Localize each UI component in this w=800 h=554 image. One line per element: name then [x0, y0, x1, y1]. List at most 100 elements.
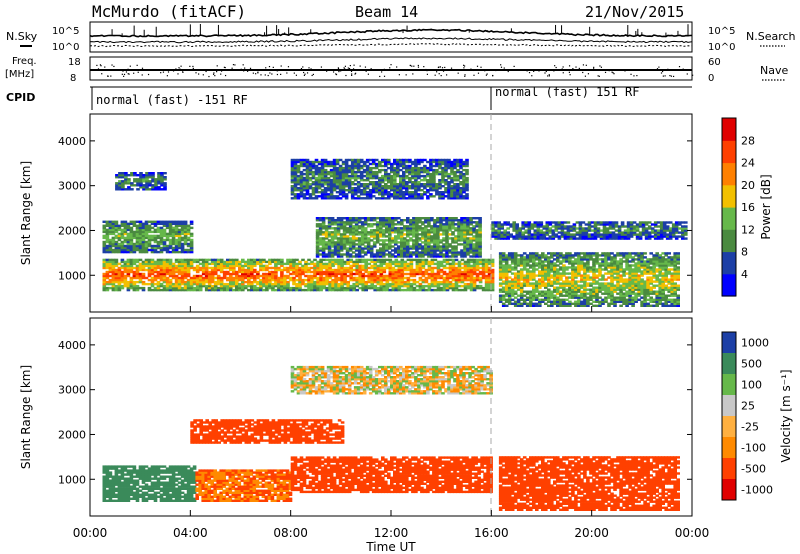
heatmap-cell: [290, 166, 295, 170]
heatmap-cell: [379, 249, 383, 252]
heatmap-cell: [396, 183, 400, 186]
heatmap-cell: [507, 268, 512, 271]
heatmap-cell: [213, 286, 218, 290]
heatmap-cell: [129, 280, 134, 284]
heatmap-cell: [556, 292, 560, 295]
heatmap-cell: [562, 274, 566, 277]
heatmap-cell: [456, 160, 460, 164]
heatmap-cell: [354, 247, 359, 250]
heatmap-cell: [453, 170, 457, 174]
heatmap-cell: [347, 168, 352, 172]
heatmap-cell: [313, 274, 317, 278]
heatmap-cell: [315, 235, 320, 238]
heatmap-cell: [142, 176, 146, 179]
heatmap-cell: [277, 268, 281, 272]
nave-dot: [338, 70, 340, 73]
heatmap-cell: [430, 274, 435, 278]
heatmap-cell: [427, 282, 432, 286]
heatmap-cell: [472, 255, 476, 258]
heatmap-cell: [571, 274, 575, 277]
nave-dot: [232, 64, 235, 66]
heatmap-cell: [421, 255, 425, 258]
heatmap-cell: [435, 193, 439, 196]
heatmap-cell: [384, 170, 388, 174]
heatmap-cell: [126, 242, 131, 246]
heatmap-cell: [478, 260, 483, 264]
heatmap-cell: [448, 223, 452, 226]
heatmap-cell: [453, 164, 457, 168]
heatmap-cell: [238, 270, 242, 274]
heatmap-cell: [414, 187, 418, 190]
heatmap-cell: [513, 276, 518, 279]
heatmap-cell: [390, 176, 394, 180]
heatmap-cell: [102, 280, 107, 284]
heatmap-cell: [364, 260, 368, 264]
heatmap-cell: [189, 234, 194, 238]
heatmap-cell: [400, 249, 404, 252]
heatmap-cell: [574, 258, 578, 261]
heatmap-cell: [346, 260, 350, 264]
heatmap-cell: [574, 286, 578, 289]
heatmap-cell: [427, 262, 432, 266]
heatmap-cell: [340, 278, 344, 282]
heatmap-cell: [402, 170, 406, 174]
heatmap-cell: [235, 258, 239, 262]
nave-dot: [230, 69, 232, 71]
nave-dot: [513, 65, 515, 68]
heatmap-cell: [213, 260, 218, 264]
heatmap-cell: [444, 189, 448, 192]
heatmap-cell: [451, 245, 455, 248]
heatmap-cell: [241, 260, 245, 264]
heatmap-cell: [403, 245, 407, 248]
heatmap-cell: [457, 239, 461, 242]
heatmap-cell: [150, 230, 155, 234]
heatmap-cell: [454, 284, 459, 288]
heatmap-cell: [462, 168, 466, 172]
heatmap-cell: [340, 262, 344, 266]
heatmap-cell: [565, 290, 569, 293]
nave-dot: [265, 67, 267, 69]
heatmap-cell: [445, 227, 449, 230]
heatmap-cell: [405, 160, 409, 164]
nave-dot: [127, 68, 129, 70]
heatmap-cell: [421, 217, 425, 220]
heatmap-cell: [367, 280, 371, 284]
heatmap-cell: [321, 249, 326, 252]
nave-dot: [128, 73, 130, 75]
heatmap-cell: [354, 231, 359, 234]
heatmap-cell: [204, 266, 209, 270]
heatmap-cell: [123, 226, 128, 230]
heatmap-cell: [296, 174, 301, 178]
heatmap-cell: [213, 262, 218, 266]
heatmap-cell: [348, 233, 353, 236]
heatmap-cell: [418, 243, 422, 246]
heatmap-cell: [448, 282, 453, 286]
heatmap-cell: [135, 284, 140, 288]
heatmap-cell: [400, 280, 405, 284]
heatmap-cell: [568, 304, 572, 307]
heatmap-cell: [448, 286, 453, 290]
heatmap-cell: [406, 253, 410, 256]
heatmap-cell: [355, 258, 359, 262]
heatmap-cell: [465, 172, 469, 176]
heatmap-cell: [171, 288, 176, 292]
heatmap-cell: [562, 284, 566, 287]
heatmap-cell: [121, 184, 125, 187]
heatmap-cell: [343, 260, 347, 264]
heatmap-cell: [556, 280, 560, 283]
heatmap-cell: [541, 254, 545, 257]
heatmap-cell: [232, 284, 236, 288]
heatmap-cell: [397, 217, 401, 220]
heatmap-cell: [352, 272, 356, 276]
nave-dot: [249, 67, 252, 69]
heatmap-cell: [516, 280, 521, 283]
nave-dot: [528, 72, 531, 74]
heatmap-cell: [535, 298, 539, 301]
nave-dot: [464, 75, 466, 77]
nave-dot: [264, 74, 266, 76]
heatmap-cell: [102, 246, 107, 250]
heatmap-cell: [277, 258, 281, 262]
heatmap-cell: [171, 246, 176, 250]
heatmap-cell: [459, 195, 463, 198]
heatmap-cell: [328, 274, 332, 278]
